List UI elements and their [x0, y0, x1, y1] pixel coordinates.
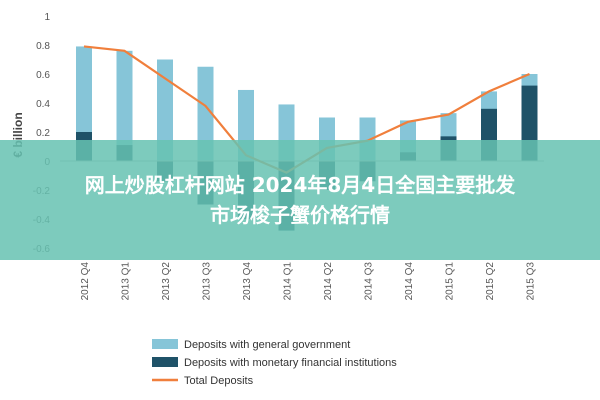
- overlay-text-line-1: 网上炒股杠杆网站 2024年8月4日全国主要批发: [84, 173, 516, 197]
- x-tick-label: 2014 Q1: [283, 262, 294, 301]
- legend: Deposits with general government Deposits…: [152, 339, 397, 387]
- legend-label: Total Deposits: [184, 375, 254, 387]
- x-tick-label: 2015 Q1: [445, 262, 456, 301]
- x-tick-label: 2014 Q4: [404, 262, 415, 301]
- bar-general-government: [116, 50, 133, 161]
- title-overlay-banner: 网上炒股杠杆网站 2024年8月4日全国主要批发 市场梭子蟹价格行情: [0, 140, 600, 260]
- x-tick-label: 2013 Q2: [161, 262, 172, 301]
- y-tick-label: 1: [44, 12, 50, 23]
- legend-label: Deposits with monetary financial institu…: [184, 357, 397, 369]
- x-tick-label: 2013 Q3: [202, 262, 213, 301]
- bar-general-government: [157, 59, 173, 161]
- x-tick-label: 2013 Q1: [121, 262, 132, 301]
- bar-general-government: [197, 66, 214, 161]
- y-tick-label: 0.4: [36, 99, 50, 110]
- x-tick-label: 2014 Q3: [364, 262, 375, 301]
- x-tick-labels: 2012 Q4 2013 Q1 2013 Q2 2013 Q3 2013 Q4 2014 …: [80, 262, 537, 301]
- legend-label: Deposits with general government: [184, 339, 350, 351]
- y-tick-label: 0.2: [36, 128, 50, 139]
- x-tick-label: 2015 Q3: [526, 262, 537, 301]
- legend-swatch: [152, 339, 178, 349]
- x-tick-label: 2014 Q2: [323, 262, 334, 301]
- legend-swatch: [152, 357, 178, 367]
- y-tick-label: 0.6: [36, 70, 50, 81]
- overlay-text-line-2: 市场梭子蟹价格行情: [210, 203, 390, 227]
- x-tick-label: 2015 Q2: [485, 262, 496, 301]
- x-tick-label: 2013 Q4: [242, 262, 253, 301]
- x-tick-label: 2012 Q4: [80, 262, 91, 301]
- y-tick-label: 0.8: [36, 41, 50, 52]
